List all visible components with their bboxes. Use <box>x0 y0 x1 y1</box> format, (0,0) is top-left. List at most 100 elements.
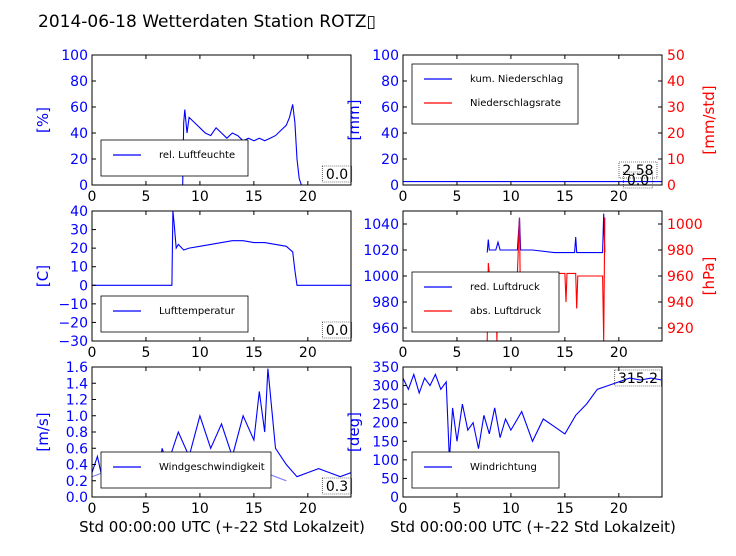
y-tick-label-right: 920 <box>667 321 694 337</box>
y-tick-label-right: 0 <box>667 178 676 194</box>
y-tick-label: 20 <box>70 152 88 168</box>
panel-precipitation: 0 5 10 15 20 0 20 40 60 80 100 [mm] 0 10 20 30 40 50 [mm/s… <box>345 48 718 205</box>
legend-label: Windrichtung <box>470 462 537 473</box>
y-tick-label-right: 40 <box>667 74 685 90</box>
y-tick-label-right: 30 <box>667 100 685 116</box>
y-tick-label-right: 20 <box>667 126 685 142</box>
series-line-red-luftdruck <box>486 213 606 254</box>
panel-windspeed: 0 5 10 15 20 0.00.20.40.60.81.01.21.41.6 [m/s]… <box>34 360 353 517</box>
y-tick-label: 20 <box>70 241 88 257</box>
x-tick-label: 20 <box>610 189 628 205</box>
legend-label: rel. Luftfeuchte <box>159 150 235 161</box>
x-tick-label: 5 <box>452 501 461 517</box>
y-tick-label: 20 <box>381 152 399 168</box>
y-tick-label: 100 <box>372 453 399 469</box>
current-value-label: 0.0 <box>627 173 649 189</box>
y-tick-label: 1040 <box>363 217 399 233</box>
legend-box <box>100 295 249 333</box>
y-tick-label: 1.0 <box>66 409 88 425</box>
y-tick-label: 0 <box>79 178 88 194</box>
y-tick-label: 0.6 <box>66 441 88 457</box>
legend-box <box>100 451 272 489</box>
current-value-box <box>321 321 353 339</box>
y-axis-label: [deg] <box>345 412 363 452</box>
y-tick-label: 80 <box>381 74 399 90</box>
current-value-label: 2.58 <box>622 163 653 179</box>
y-axis-label-right: [hPa] <box>700 257 718 296</box>
y-axis-label: [mm] <box>345 100 363 141</box>
y-tick-label: 980 <box>372 295 399 311</box>
y-tick-label-right: 960 <box>667 269 694 285</box>
x-tick-label: 0 <box>399 345 408 361</box>
y-axis-label: [C] <box>34 265 52 287</box>
x-tick-label: 15 <box>556 189 574 205</box>
x-tick-label: 20 <box>610 501 628 517</box>
y-axis-label: [m/s] <box>34 412 52 451</box>
x-tick-label: 5 <box>141 345 150 361</box>
legend-box <box>411 451 560 489</box>
y-tick-label: 350 <box>372 360 399 376</box>
panel-pressure: 0 5 10 15 20 960 980 1000 1020 1040 920 940 960 980 10… <box>363 210 718 361</box>
x-tick-label: 0 <box>88 189 97 205</box>
series-line-lufttemperatur <box>92 211 351 286</box>
panel-winddirection: 0 5 10 15 20050100150200250300350[deg]Windri… <box>345 360 663 517</box>
y-tick-label: 0.0 <box>66 490 88 506</box>
legend-box <box>100 139 249 177</box>
current-value-label: 0.0 <box>326 323 348 339</box>
y-tick-label: 50 <box>381 471 399 487</box>
y-tick-label: 960 <box>372 321 399 337</box>
y-tick-label: 80 <box>70 74 88 90</box>
plot-frame <box>91 210 352 342</box>
series-line-windrichtung <box>403 372 662 460</box>
panel-temperature: 0 5 10 15 20 −30 −20 −10 0 10 20 30 40 [C] Lufttempera… <box>34 204 353 361</box>
x-tick-label: 10 <box>191 501 209 517</box>
y-tick-label: −30 <box>58 334 88 350</box>
x-tick-label: 10 <box>502 501 520 517</box>
legend-box <box>411 63 579 125</box>
legend-label: Lufttemperatur <box>159 306 236 317</box>
x-tick-label: 10 <box>191 345 209 361</box>
current-value-box <box>321 477 353 495</box>
current-value-box <box>614 369 662 387</box>
x-tick-label: 15 <box>556 501 574 517</box>
plot-frame <box>402 366 663 498</box>
y-tick-label: 1.4 <box>66 376 88 392</box>
legend-box <box>411 271 560 333</box>
y-axis-label: [%] <box>34 107 52 133</box>
y-tick-label: 100 <box>61 48 88 64</box>
y-tick-label: −10 <box>58 297 88 313</box>
y-tick-label: 0.4 <box>66 458 88 474</box>
y-tick-label: 100 <box>372 48 399 64</box>
x-tick-label: 20 <box>610 345 628 361</box>
y-tick-label: −20 <box>58 315 88 331</box>
legend-label: kum. Niederschlag <box>470 74 563 85</box>
x-tick-label: 10 <box>191 189 209 205</box>
x-tick-label: 15 <box>245 345 263 361</box>
y-tick-label: 1020 <box>363 243 399 259</box>
y-tick-label: 1.6 <box>66 360 88 376</box>
figure-title: 2014-06-18 Wetterdaten Station ROTZ▯ <box>38 12 376 32</box>
x-tick-label: 10 <box>502 345 520 361</box>
x-tick-label: 20 <box>299 501 317 517</box>
y-tick-label: 0 <box>390 490 399 506</box>
y-tick-label: 200 <box>372 416 399 432</box>
x-tick-label: 20 <box>299 345 317 361</box>
y-tick-label: 30 <box>70 223 88 239</box>
y-tick-label-right: 10 <box>667 152 685 168</box>
x-axis-label-left: Std 00:00:00 UTC (+-22 Std Lokalzeit) <box>79 518 365 536</box>
x-tick-label: 5 <box>452 189 461 205</box>
x-tick-label: 15 <box>556 345 574 361</box>
x-tick-label: 0 <box>399 501 408 517</box>
y-tick-label: 150 <box>372 434 399 450</box>
y-tick-label: 60 <box>70 100 88 116</box>
x-tick-label: 15 <box>245 189 263 205</box>
y-tick-label: 0.8 <box>66 425 88 441</box>
y-tick-label: 40 <box>70 204 88 220</box>
legend-label: Niederschlagsrate <box>470 98 561 109</box>
legend-label: abs. Luftdruck <box>470 306 541 317</box>
y-tick-label: 250 <box>372 397 399 413</box>
x-tick-label: 15 <box>245 501 263 517</box>
plot-frame <box>91 54 352 186</box>
